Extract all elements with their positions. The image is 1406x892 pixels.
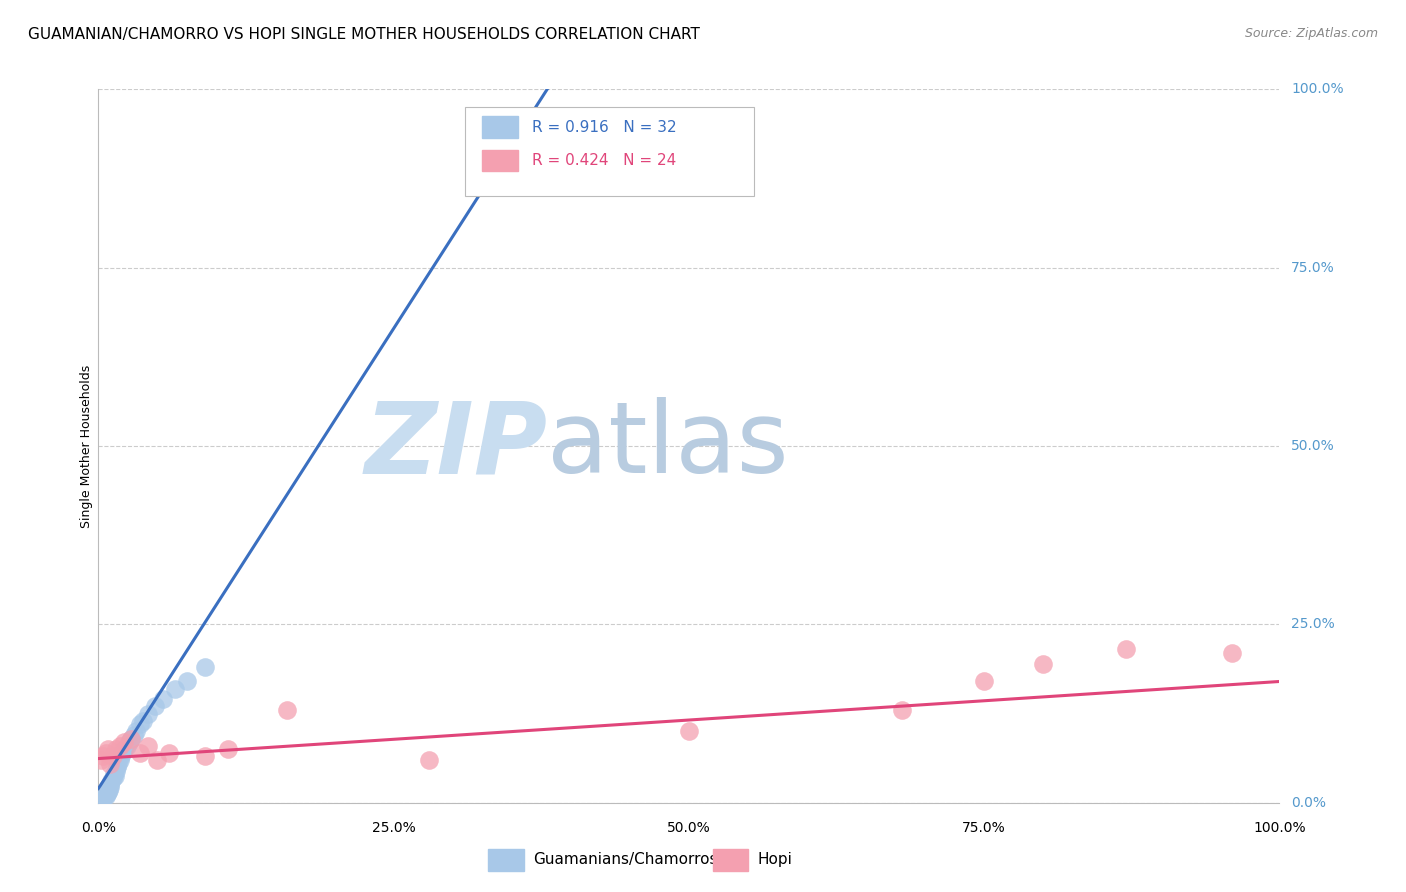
- Text: Source: ZipAtlas.com: Source: ZipAtlas.com: [1244, 27, 1378, 40]
- Y-axis label: Single Mother Households: Single Mother Households: [80, 364, 93, 528]
- FancyBboxPatch shape: [464, 107, 754, 196]
- Point: [91, 792, 114, 806]
- Point: [108, 753, 131, 767]
- Text: 75.0%: 75.0%: [962, 821, 1007, 835]
- Point: [105, 760, 128, 774]
- Point: [973, 674, 995, 689]
- Point: [165, 681, 187, 696]
- Point: [112, 735, 135, 749]
- Point: [418, 753, 440, 767]
- Point: [121, 731, 143, 746]
- Text: 50.0%: 50.0%: [1291, 439, 1336, 453]
- Point: [97, 742, 120, 756]
- Point: [194, 660, 217, 674]
- Text: R = 0.916   N = 32: R = 0.916 N = 32: [531, 120, 676, 135]
- Bar: [482, 150, 517, 171]
- Point: [217, 742, 239, 756]
- Point: [101, 749, 124, 764]
- Text: Hopi: Hopi: [758, 853, 793, 867]
- Point: [194, 749, 217, 764]
- Point: [100, 774, 122, 789]
- Point: [94, 789, 117, 803]
- Point: [276, 703, 298, 717]
- Point: [176, 674, 198, 689]
- Point: [136, 706, 159, 721]
- Text: 100.0%: 100.0%: [1291, 82, 1344, 96]
- Text: GUAMANIAN/CHAMORRO VS HOPI SINGLE MOTHER HOUSEHOLDS CORRELATION CHART: GUAMANIAN/CHAMORRO VS HOPI SINGLE MOTHER…: [28, 27, 700, 42]
- Text: R = 0.424   N = 24: R = 0.424 N = 24: [531, 153, 676, 168]
- Point: [1115, 642, 1137, 657]
- Point: [678, 724, 700, 739]
- Point: [157, 746, 180, 760]
- Point: [111, 746, 134, 760]
- Point: [890, 703, 912, 717]
- Point: [93, 790, 115, 805]
- Point: [94, 746, 117, 760]
- Point: [105, 764, 128, 778]
- Point: [104, 769, 127, 783]
- Point: [125, 724, 148, 739]
- Bar: [713, 849, 748, 871]
- Text: 25.0%: 25.0%: [371, 821, 416, 835]
- Bar: [488, 849, 523, 871]
- Point: [136, 739, 159, 753]
- Text: atlas: atlas: [547, 398, 789, 494]
- Text: 0.0%: 0.0%: [82, 821, 115, 835]
- Bar: [482, 116, 517, 137]
- Point: [98, 778, 121, 792]
- Text: 75.0%: 75.0%: [1291, 260, 1336, 275]
- Point: [128, 746, 150, 760]
- Point: [97, 785, 120, 799]
- Point: [90, 753, 112, 767]
- Point: [143, 699, 166, 714]
- Point: [101, 771, 124, 785]
- Point: [118, 735, 141, 749]
- Text: 100.0%: 100.0%: [1253, 821, 1306, 835]
- Point: [103, 767, 125, 781]
- Point: [132, 714, 155, 728]
- Point: [98, 783, 121, 797]
- Point: [128, 717, 150, 731]
- Point: [112, 742, 135, 756]
- Text: ZIP: ZIP: [364, 398, 547, 494]
- Point: [98, 756, 121, 771]
- Point: [96, 787, 118, 801]
- Point: [115, 739, 138, 753]
- Point: [110, 749, 132, 764]
- Point: [105, 742, 128, 756]
- Text: 25.0%: 25.0%: [1291, 617, 1336, 632]
- Point: [122, 728, 145, 742]
- Point: [146, 753, 169, 767]
- Point: [108, 739, 131, 753]
- Point: [1032, 657, 1054, 671]
- Point: [1220, 646, 1243, 660]
- Point: [91, 749, 114, 764]
- Point: [152, 692, 174, 706]
- Point: [107, 756, 129, 771]
- Point: [121, 731, 143, 746]
- Text: Guamanians/Chamorros: Guamanians/Chamorros: [533, 853, 717, 867]
- Text: 0.0%: 0.0%: [1291, 796, 1326, 810]
- Text: 50.0%: 50.0%: [666, 821, 711, 835]
- Point: [98, 780, 121, 794]
